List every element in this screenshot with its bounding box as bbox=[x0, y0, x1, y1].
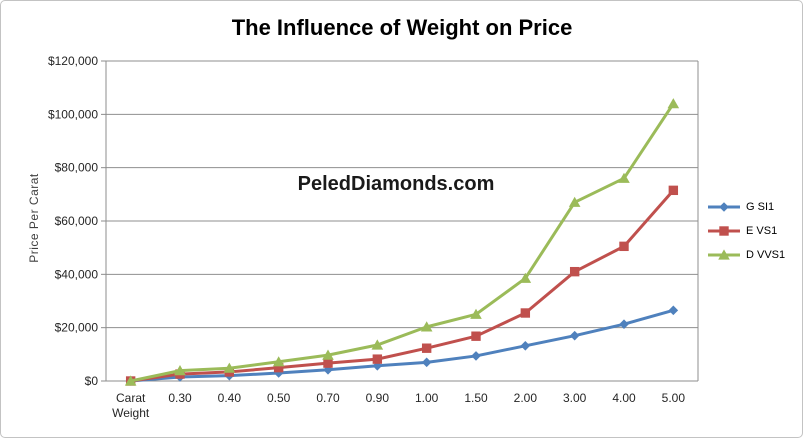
svg-text:2.00: 2.00 bbox=[514, 391, 538, 405]
svg-text:$60,000: $60,000 bbox=[55, 214, 99, 228]
axes bbox=[101, 60, 698, 382]
svg-text:1.00: 1.00 bbox=[415, 391, 439, 405]
svg-text:0.90: 0.90 bbox=[366, 391, 390, 405]
svg-text:$20,000: $20,000 bbox=[55, 321, 99, 335]
svg-text:1.50: 1.50 bbox=[464, 391, 488, 405]
svg-text:Weight: Weight bbox=[112, 406, 150, 420]
watermark: PeledDiamonds.com bbox=[297, 173, 495, 195]
svg-text:$80,000: $80,000 bbox=[55, 161, 99, 175]
legend: G SI1 E VS1 D VVS1 bbox=[707, 201, 785, 273]
chart-title: The Influence of Weight on Price bbox=[231, 15, 573, 40]
legend-label: G SI1 bbox=[746, 201, 775, 213]
svg-text:Carat: Carat bbox=[116, 391, 146, 405]
svg-text:0.30: 0.30 bbox=[168, 391, 192, 405]
series-d-vvs1 bbox=[124, 98, 680, 386]
svg-text:$40,000: $40,000 bbox=[55, 267, 99, 281]
svg-text:$0: $0 bbox=[85, 374, 99, 388]
svg-text:5.00: 5.00 bbox=[662, 391, 686, 405]
legend-item-d-vvs1: D VVS1 bbox=[707, 249, 785, 261]
square-marker-icon bbox=[708, 226, 740, 236]
triangle-marker-icon bbox=[708, 249, 740, 260]
svg-text:$100,000: $100,000 bbox=[48, 107, 98, 121]
gridlines bbox=[106, 60, 699, 381]
legend-label: D VVS1 bbox=[746, 249, 786, 261]
svg-text:0.50: 0.50 bbox=[267, 391, 291, 405]
svg-text:4.00: 4.00 bbox=[612, 391, 636, 405]
legend-label: E VS1 bbox=[746, 225, 778, 237]
y-axis-title: Price Per Carat bbox=[27, 173, 41, 263]
series-e-vs1 bbox=[125, 185, 679, 386]
svg-text:0.40: 0.40 bbox=[218, 391, 242, 405]
svg-text:0.70: 0.70 bbox=[316, 391, 340, 405]
legend-item-g-si1: G SI1 bbox=[707, 201, 785, 213]
y-axis-labels: $0 $20,000 $40,000 $60,000 $80,000 $100,000 $1… bbox=[48, 54, 98, 388]
svg-text:3.00: 3.00 bbox=[563, 391, 587, 405]
svg-text:$120,000: $120,000 bbox=[48, 54, 98, 68]
legend-item-e-vs1: E VS1 bbox=[707, 225, 785, 237]
diamond-marker-icon bbox=[708, 202, 740, 212]
